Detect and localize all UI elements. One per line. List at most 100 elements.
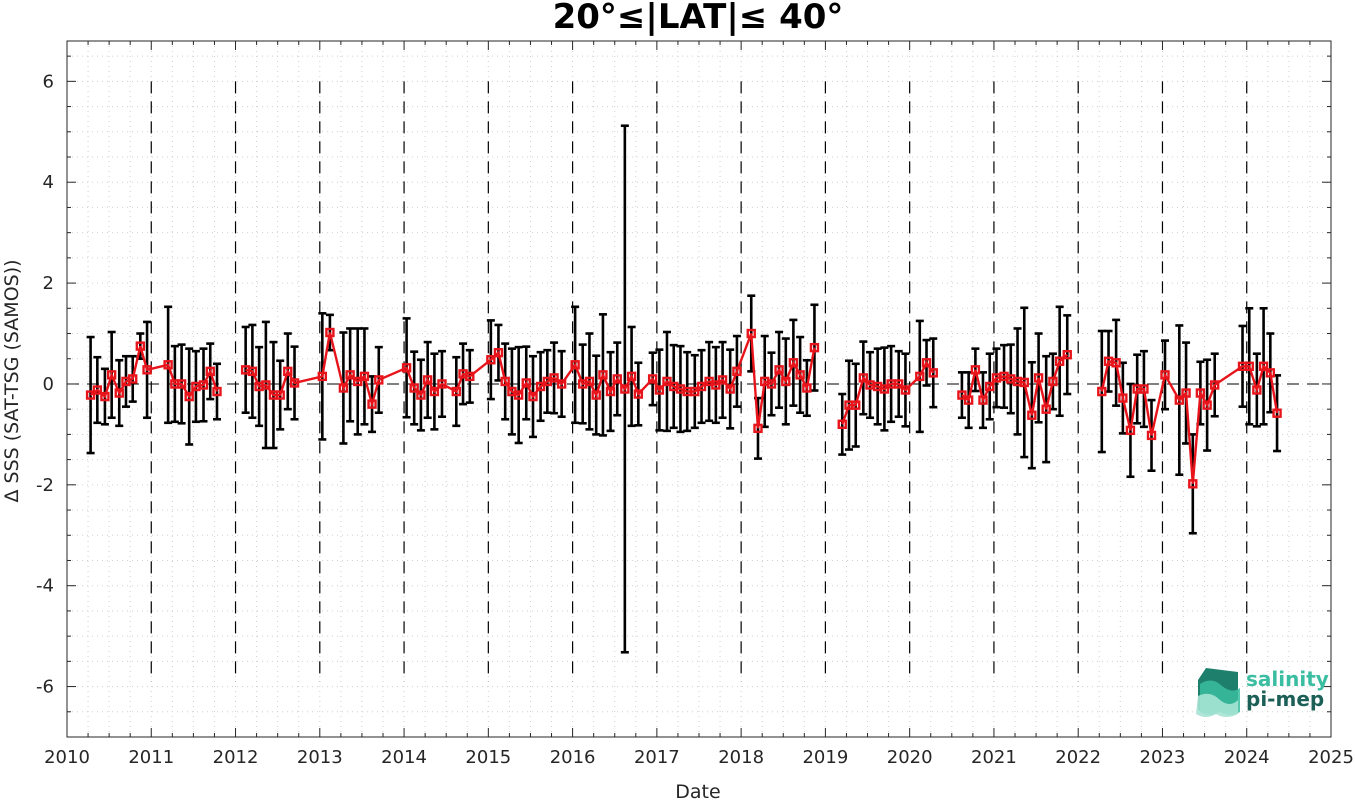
- data-point: [1041, 404, 1051, 414]
- data-point: [894, 379, 904, 389]
- data-point: [1033, 373, 1044, 383]
- data-point: [1118, 393, 1128, 403]
- data-point: [100, 391, 110, 402]
- data-point: [135, 341, 146, 351]
- data-point: [142, 365, 152, 375]
- logo-text-pimep: pi-mep: [1246, 687, 1324, 711]
- data-point: [1160, 370, 1170, 380]
- data-point: [985, 381, 995, 392]
- data-point: [184, 391, 194, 402]
- series-segment: [1100, 359, 1279, 484]
- x-tick-label: 2014: [381, 747, 427, 768]
- data-point: [92, 385, 103, 395]
- data-point: [416, 390, 426, 400]
- data-point: [598, 370, 608, 380]
- data-point: [605, 386, 616, 397]
- x-tick-label: 2011: [128, 747, 174, 768]
- data-point: [774, 365, 784, 375]
- data-point: [289, 378, 300, 388]
- y-tick-label: 6: [43, 71, 54, 92]
- data-point: [690, 386, 700, 397]
- data-point: [788, 358, 799, 368]
- x-tick-label: 2010: [44, 747, 90, 768]
- y-tick-labels: -6 -4 -2 0 2 4 6: [36, 71, 54, 697]
- data-point: [437, 379, 447, 389]
- data-point: [106, 370, 117, 380]
- data-point: [591, 390, 601, 400]
- data-point: [837, 419, 847, 430]
- axis-ticks: [66, 41, 1332, 738]
- data-point: [654, 385, 665, 395]
- data-point: [1265, 368, 1276, 378]
- data-point: [325, 327, 335, 338]
- data-point: [1181, 388, 1191, 398]
- data-point: [345, 370, 355, 380]
- x-tick-label: 2018: [718, 747, 764, 768]
- x-tick-label: 2021: [971, 747, 1017, 768]
- logo-text-salinity: salinity: [1246, 667, 1329, 691]
- data-point: [1174, 395, 1185, 405]
- data-point: [1139, 384, 1149, 394]
- y-tick-label: -4: [36, 576, 54, 597]
- data-point: [766, 379, 777, 389]
- data-point: [176, 379, 187, 389]
- x-tick-label: 2023: [1140, 747, 1186, 768]
- y-tick-label: -2: [36, 475, 54, 496]
- data-point: [1272, 408, 1282, 418]
- data-point: [163, 360, 173, 370]
- x-tick-label: 2019: [802, 747, 848, 768]
- data-point: [317, 371, 328, 382]
- data-point: [261, 380, 271, 390]
- data-point: [781, 376, 791, 387]
- data-point: [746, 328, 756, 339]
- data-point: [486, 355, 496, 365]
- data-point: [725, 384, 735, 394]
- data-point: [128, 374, 138, 384]
- data-point: [970, 365, 981, 375]
- data-point: [633, 389, 644, 399]
- data-point: [1111, 358, 1121, 368]
- y-tick-label: 4: [43, 172, 54, 193]
- data-point: [802, 383, 812, 393]
- data-point: [921, 358, 932, 368]
- data-point: [549, 373, 559, 383]
- data-point: [584, 376, 595, 387]
- logo-mark-icon: [1196, 668, 1240, 717]
- data-point: [711, 380, 721, 390]
- data-point: [1062, 350, 1072, 360]
- data-point: [1027, 410, 1037, 420]
- data-point: [626, 371, 637, 382]
- data-point: [1146, 430, 1157, 441]
- data-point: [198, 380, 209, 390]
- data-point: [513, 390, 524, 400]
- x-tick-label: 2022: [1055, 747, 1101, 768]
- data-point: [915, 371, 925, 382]
- data-point: [1258, 361, 1269, 372]
- data-markers: [85, 327, 1282, 489]
- data-point: [85, 390, 96, 400]
- chart-title: 20°≤|LAT|≤ 40°: [553, 0, 844, 37]
- data-point: [212, 386, 222, 397]
- data-point: [928, 368, 938, 378]
- data-point: [753, 423, 763, 434]
- data-point: [422, 375, 433, 385]
- data-point: [963, 395, 974, 405]
- data-point: [957, 390, 967, 400]
- data-point: [353, 376, 363, 387]
- data-point: [612, 374, 622, 384]
- data-point: [1210, 380, 1220, 390]
- data-point: [1048, 376, 1058, 387]
- data-point: [1195, 388, 1206, 398]
- data-point: [528, 391, 538, 402]
- data-point: [570, 360, 580, 370]
- data-point: [1188, 479, 1198, 489]
- data-point: [359, 371, 370, 382]
- data-point: [409, 383, 419, 393]
- data-point: [338, 383, 349, 393]
- data-point: [620, 384, 630, 394]
- data-point: [647, 374, 658, 384]
- data-point: [1019, 377, 1029, 388]
- pimep-logo: salinity pi-mep: [1196, 667, 1329, 717]
- y-axis-label: Δ SSS (SAT-TSG (SAMOS)): [1, 259, 23, 502]
